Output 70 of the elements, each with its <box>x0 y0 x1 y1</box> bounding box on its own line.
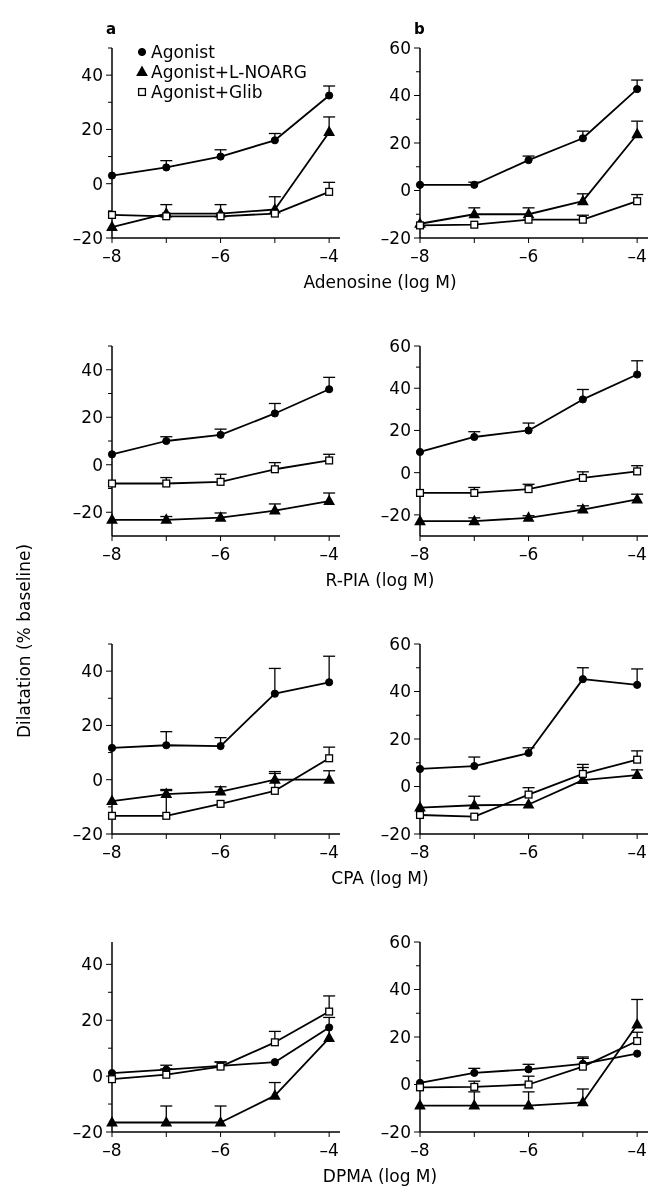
y-tick-label: 40 <box>81 359 103 380</box>
x-tick-label: –6 <box>210 1140 231 1160</box>
x-tick-label: –4 <box>627 246 647 266</box>
y-tick-label: 20 <box>389 1026 411 1047</box>
y-tick-label: 0 <box>400 1074 411 1095</box>
x-tick-label: –8 <box>410 1140 430 1160</box>
y-tick-label: 0 <box>400 462 411 483</box>
x-axis-title: DPMA (log M) <box>322 1166 438 1186</box>
legend-label: Agonist <box>151 41 216 62</box>
x-tick-label: –8 <box>410 246 430 266</box>
chart-title: a <box>106 20 117 38</box>
y-tick-label: –20 <box>72 823 103 844</box>
y-tick-label: 20 <box>81 715 103 736</box>
y-tick-label: –20 <box>380 227 411 248</box>
y-tick-label: 20 <box>81 407 103 428</box>
x-tick-label: –8 <box>410 842 430 862</box>
y-tick-label: –20 <box>380 504 411 525</box>
y-tick-label: 40 <box>81 661 103 682</box>
y-tick-label: 0 <box>92 454 103 475</box>
y-tick-label: 40 <box>81 65 103 86</box>
x-tick-label: –6 <box>210 544 231 564</box>
x-tick-label: –6 <box>210 842 231 862</box>
chart-title: b <box>414 20 425 38</box>
y-tick-label: 20 <box>81 1010 103 1031</box>
x-tick-label: –4 <box>319 544 339 564</box>
x-axis-title: R-PIA (log M) <box>325 570 435 590</box>
y-tick-label: 60 <box>389 633 411 654</box>
y-tick-label: 60 <box>389 335 411 356</box>
legend-label: Agonist+Glib <box>151 81 263 102</box>
x-tick-label: –6 <box>210 246 231 266</box>
y-tick-label: 60 <box>389 931 411 952</box>
x-axis-title: CPA (log M) <box>331 868 429 888</box>
y-tick-label: 20 <box>81 119 103 140</box>
x-tick-label: –4 <box>319 1140 339 1160</box>
x-tick-label: –8 <box>102 246 122 266</box>
y-tick-label: 40 <box>389 85 411 106</box>
y-tick-label: –20 <box>380 1121 411 1142</box>
y-tick-label: 60 <box>389 37 411 58</box>
y-tick-label: 0 <box>92 173 103 194</box>
y-tick-label: –20 <box>380 823 411 844</box>
x-tick-label: –6 <box>518 246 539 266</box>
x-tick-label: –4 <box>319 842 339 862</box>
y-axis-title: Dilatation (% baseline) <box>14 543 34 739</box>
x-tick-label: –8 <box>102 842 122 862</box>
x-tick-label: –4 <box>627 842 647 862</box>
y-tick-label: 40 <box>389 681 411 702</box>
y-tick-label: 0 <box>400 180 411 201</box>
x-tick-label: –4 <box>627 1140 647 1160</box>
y-tick-label: 40 <box>389 378 411 399</box>
legend-label: Agonist+L-NOARG <box>151 61 307 82</box>
x-tick-label: –8 <box>102 544 122 564</box>
y-tick-label: 20 <box>389 420 411 441</box>
y-tick-label: 40 <box>389 979 411 1000</box>
x-tick-label: –4 <box>627 544 647 564</box>
x-tick-label: –4 <box>319 246 339 266</box>
y-tick-label: –20 <box>72 502 103 523</box>
x-tick-label: –8 <box>102 1140 122 1160</box>
x-tick-label: –8 <box>410 544 430 564</box>
x-tick-label: –6 <box>518 544 539 564</box>
y-tick-label: 0 <box>92 1066 103 1087</box>
y-tick-label: 20 <box>389 132 411 153</box>
y-tick-label: 0 <box>92 769 103 790</box>
x-tick-label: –6 <box>518 1140 539 1160</box>
y-tick-label: –20 <box>72 227 103 248</box>
x-axis-title: Adenosine (log M) <box>303 272 457 292</box>
y-tick-label: –20 <box>72 1121 103 1142</box>
x-tick-label: –6 <box>518 842 539 862</box>
y-tick-label: 0 <box>400 776 411 797</box>
y-tick-label: 40 <box>81 954 103 975</box>
y-tick-label: 20 <box>389 728 411 749</box>
